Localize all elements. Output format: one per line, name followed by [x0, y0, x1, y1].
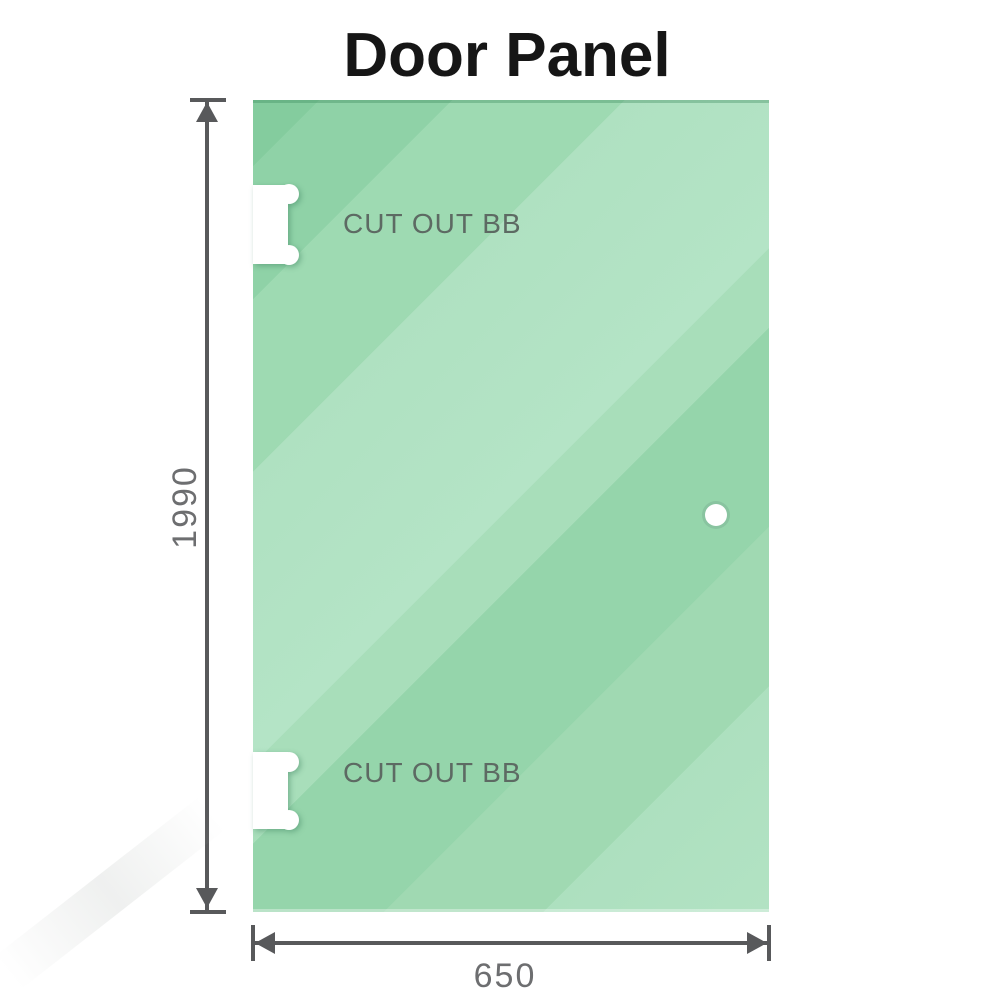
cutout-bottom-label: CUT OUT BB [343, 757, 522, 788]
height-dimension-line [205, 101, 209, 911]
arrow-left-icon [255, 932, 275, 954]
arrow-down-icon [196, 888, 218, 908]
reflection-artifact [0, 796, 226, 990]
width-dimension-left-tick [251, 925, 255, 961]
cutout-top-label: CUT OUT BB [343, 208, 522, 239]
door-panel-glass: CUT OUT BB CUT OUT BB [253, 100, 769, 912]
arrow-up-icon [196, 102, 218, 122]
height-dimension-top-tick [190, 98, 226, 102]
arrow-right-icon [747, 932, 767, 954]
hinge-cutout-top [253, 184, 301, 265]
height-dimension-label: 1990 [165, 465, 204, 549]
hinge-cutout-top-corner-relief-bottom [279, 245, 299, 265]
width-dimension-right-tick [767, 925, 771, 961]
width-dimension-label: 650 [473, 957, 537, 995]
hinge-cutout-bottom [253, 752, 301, 830]
hinge-cutout-bottom-corner-relief-top [279, 752, 299, 772]
hinge-cutout-top-corner-relief-top [279, 184, 299, 204]
width-dimension-line [255, 941, 767, 945]
page-title: Door Panel [343, 21, 671, 90]
height-dimension-bottom-tick [190, 910, 226, 914]
handle-hole [705, 504, 727, 526]
hinge-cutout-bottom-corner-relief-bottom [279, 810, 299, 830]
